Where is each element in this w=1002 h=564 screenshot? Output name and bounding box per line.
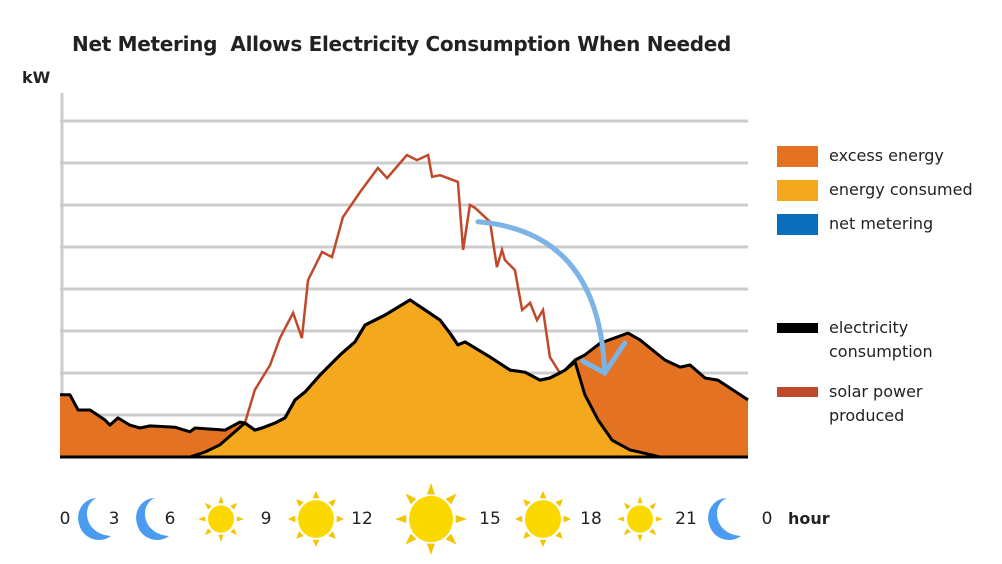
sun-ray bbox=[649, 528, 657, 536]
annotation-layer bbox=[475, 219, 628, 377]
arrow-head bbox=[580, 340, 628, 377]
sun-ray bbox=[230, 502, 238, 510]
sun-disc bbox=[627, 505, 653, 533]
sun-ray bbox=[637, 496, 643, 504]
sun-ray bbox=[555, 499, 563, 507]
sun-icon bbox=[515, 491, 571, 547]
legend-label: excess energy bbox=[829, 146, 944, 165]
sun-ray bbox=[655, 516, 663, 522]
sun-icon bbox=[288, 491, 344, 547]
sun-ray bbox=[637, 534, 643, 542]
legend-item-net-metering: net metering bbox=[777, 212, 933, 236]
x-tick-label: 12 bbox=[351, 509, 373, 529]
legend-item-electricity-consumption: electricity consumption bbox=[777, 316, 959, 364]
x-tick-label: 0 bbox=[761, 509, 773, 529]
sun-ray bbox=[563, 515, 571, 523]
sun-disc bbox=[525, 500, 561, 538]
sun-ray bbox=[455, 515, 467, 523]
sun-ray bbox=[445, 493, 457, 505]
sun-ray bbox=[218, 534, 224, 542]
moon-shape bbox=[708, 498, 741, 540]
legend-label: net metering bbox=[829, 214, 934, 233]
sun-ray bbox=[230, 528, 238, 536]
chart-title: Net Metering Allows Electricity Consumpt… bbox=[72, 32, 732, 56]
sun-ray bbox=[405, 493, 417, 505]
sun-ray bbox=[445, 533, 457, 545]
sun-ray bbox=[236, 516, 244, 522]
sun-disc bbox=[409, 495, 453, 543]
moon-icon bbox=[136, 498, 169, 540]
moon-shape bbox=[78, 498, 111, 540]
x-tick-label: 15 bbox=[479, 509, 501, 529]
sun-ray bbox=[539, 491, 547, 499]
sun-ray bbox=[427, 483, 435, 495]
net-metering-arrow bbox=[475, 219, 608, 376]
legend-swatch bbox=[777, 214, 818, 235]
x-tick-label: 3 bbox=[108, 509, 120, 529]
sun-ray bbox=[523, 531, 531, 539]
legend-swatch bbox=[777, 180, 818, 201]
legend-item-solar-power-produced: solar power produced bbox=[777, 380, 949, 428]
sun-ray bbox=[296, 531, 304, 539]
sun-ray bbox=[623, 528, 631, 536]
sun-icon bbox=[198, 496, 244, 542]
moon-icon bbox=[78, 498, 111, 540]
sun-ray bbox=[204, 528, 212, 536]
legend-label: solar power produced bbox=[829, 382, 923, 425]
sun-ray bbox=[523, 499, 531, 507]
sun-ray bbox=[395, 515, 407, 523]
legend-label: electricity consumption bbox=[829, 318, 933, 361]
legend-swatch bbox=[777, 146, 818, 167]
sun-ray bbox=[623, 502, 631, 510]
sun-icon bbox=[617, 496, 663, 542]
sun-ray bbox=[198, 516, 206, 522]
sun-ray bbox=[336, 515, 344, 523]
x-tick-label: 0 bbox=[59, 509, 71, 529]
solar-power-line bbox=[243, 153, 561, 424]
sun-ray bbox=[515, 515, 523, 523]
sun-icon bbox=[395, 483, 467, 555]
legend-item-energy-consumed: energy consumed bbox=[777, 178, 973, 202]
sun-disc bbox=[208, 505, 234, 533]
x-axis-label: hour bbox=[788, 509, 830, 528]
sun-ray bbox=[649, 502, 657, 510]
sun-ray bbox=[296, 499, 304, 507]
sun-ray bbox=[288, 515, 296, 523]
sun-ray bbox=[328, 499, 336, 507]
chart-areas bbox=[60, 299, 748, 457]
sun-ray bbox=[555, 531, 563, 539]
sun-ray bbox=[312, 491, 320, 499]
x-tick-label: 6 bbox=[164, 509, 176, 529]
x-tick-label: 21 bbox=[675, 509, 697, 529]
legend-label: energy consumed bbox=[829, 180, 973, 199]
sun-ray bbox=[204, 502, 212, 510]
legend-swatch bbox=[777, 323, 818, 333]
sun-disc bbox=[298, 500, 334, 538]
legend-swatch bbox=[777, 387, 818, 397]
legend-item-excess-energy: excess energy bbox=[777, 144, 944, 168]
sun-ray bbox=[617, 516, 625, 522]
sun-ray bbox=[218, 496, 224, 504]
x-tick-label: 9 bbox=[260, 509, 272, 529]
sun-ray bbox=[405, 533, 417, 545]
sun-ray bbox=[312, 539, 320, 547]
moon-icon bbox=[708, 498, 741, 540]
energy-consumed-area bbox=[60, 299, 748, 457]
x-tick-label: 18 bbox=[580, 509, 602, 529]
moon-shape bbox=[136, 498, 169, 540]
sun-ray bbox=[427, 543, 435, 555]
y-axis-label: kW bbox=[22, 68, 51, 87]
sun-ray bbox=[539, 539, 547, 547]
sun-ray bbox=[328, 531, 336, 539]
